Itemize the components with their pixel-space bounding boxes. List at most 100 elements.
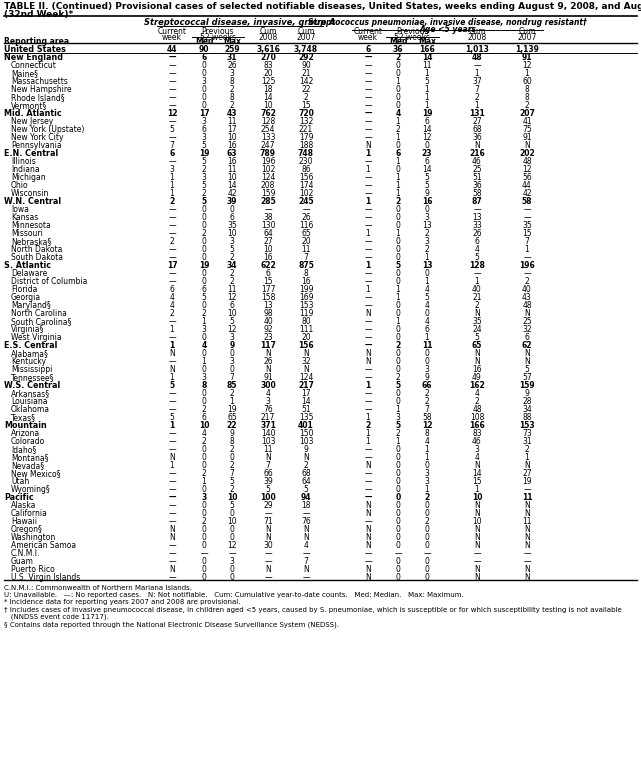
Text: N: N [474,357,480,366]
Text: Pacific: Pacific [4,493,33,502]
Text: 0: 0 [229,565,235,574]
Text: —: — [168,333,176,342]
Text: 0: 0 [424,357,429,366]
Text: 1: 1 [395,77,401,86]
Text: 4: 4 [474,453,479,462]
Text: 85: 85 [227,381,237,390]
Text: 1: 1 [524,245,529,254]
Text: Wisconsin: Wisconsin [11,189,49,198]
Text: 0: 0 [201,445,206,454]
Text: 34: 34 [227,261,237,270]
Text: 60: 60 [522,77,532,86]
Text: Max: Max [223,37,241,46]
Text: 9: 9 [229,429,235,438]
Text: —: — [523,213,531,222]
Text: 1: 1 [170,173,174,182]
Text: 26: 26 [263,357,273,366]
Text: —: — [168,573,176,582]
Text: N: N [365,541,371,550]
Text: —: — [168,269,176,278]
Text: 0: 0 [395,485,401,494]
Text: N: N [524,501,530,510]
Text: 17: 17 [199,109,210,118]
Text: 156: 156 [299,173,313,182]
Text: 4: 4 [201,341,206,350]
Text: 5: 5 [474,253,479,262]
Text: E.S. Central: E.S. Central [4,341,58,350]
Text: 11: 11 [301,245,311,254]
Text: 2: 2 [202,405,206,414]
Text: 27: 27 [472,117,482,126]
Text: 1: 1 [365,429,370,438]
Text: 1: 1 [395,285,401,294]
Text: 0: 0 [229,509,235,518]
Text: N: N [524,525,530,534]
Text: 0: 0 [395,357,401,366]
Text: 102: 102 [299,189,313,198]
Text: —: — [168,485,176,494]
Text: 132: 132 [299,117,313,126]
Text: N: N [265,365,271,374]
Text: 748: 748 [298,149,314,158]
Text: † Includes cases of invasive pneumococcal disease, in children aged <5 years, ca: † Includes cases of invasive pneumococca… [4,607,622,612]
Text: 0: 0 [395,269,401,278]
Text: 10: 10 [199,421,209,430]
Text: 35: 35 [522,221,532,230]
Text: —: — [364,485,372,494]
Text: 2: 2 [202,229,206,238]
Text: 0: 0 [395,397,401,406]
Text: § Contains data reported through the National Electronic Disease Surveillance Sy: § Contains data reported through the Nat… [4,621,339,628]
Text: 2: 2 [229,461,235,470]
Text: 12: 12 [522,165,532,174]
Text: —: — [264,573,272,582]
Text: 3: 3 [395,413,401,422]
Text: 221: 221 [299,125,313,134]
Text: 9: 9 [304,445,308,454]
Text: Alabama§: Alabama§ [11,349,49,358]
Text: 142: 142 [299,77,313,86]
Text: 1: 1 [170,325,174,334]
Text: 16: 16 [301,277,311,286]
Text: 0: 0 [201,93,206,102]
Text: 1: 1 [424,101,429,110]
Text: 217: 217 [298,381,314,390]
Text: 17: 17 [227,125,237,134]
Text: 24: 24 [472,325,482,334]
Text: 207: 207 [519,109,535,118]
Text: North Dakota: North Dakota [11,245,62,254]
Text: 44: 44 [522,181,532,190]
Text: 2007: 2007 [517,33,537,42]
Text: 285: 285 [260,197,276,206]
Text: 0: 0 [395,477,401,486]
Text: 75: 75 [522,125,532,134]
Text: 66: 66 [263,469,273,478]
Text: N: N [474,565,480,574]
Text: 2: 2 [424,493,429,502]
Text: 14: 14 [263,93,273,102]
Text: 300: 300 [260,381,276,390]
Text: 0: 0 [424,461,429,470]
Text: —: — [228,549,236,558]
Text: 2: 2 [304,461,308,470]
Text: 15: 15 [263,277,273,286]
Text: 2: 2 [474,301,479,310]
Text: N: N [265,533,271,542]
Text: 230: 230 [299,157,313,166]
Text: —: — [168,549,176,558]
Text: —: — [168,397,176,406]
Text: 0: 0 [201,101,206,110]
Text: United States: United States [4,45,66,54]
Text: 0: 0 [395,389,401,398]
Text: 0: 0 [201,365,206,374]
Text: 0: 0 [395,541,401,550]
Text: 1: 1 [424,277,429,286]
Text: 1: 1 [229,397,235,406]
Text: 0: 0 [395,245,401,254]
Text: 179: 179 [299,133,313,142]
Text: 140: 140 [261,429,275,438]
Text: 17: 17 [301,389,311,398]
Text: 6: 6 [229,213,235,222]
Text: 21: 21 [301,69,311,78]
Text: 1: 1 [395,293,401,302]
Text: 1,013: 1,013 [465,45,489,54]
